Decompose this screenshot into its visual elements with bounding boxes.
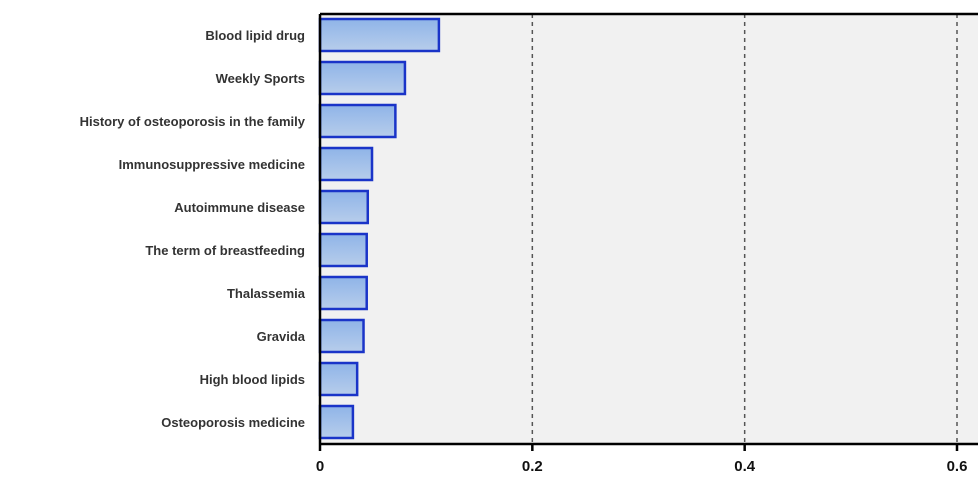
bar bbox=[318, 60, 407, 96]
category-label: Gravida bbox=[257, 329, 306, 344]
bar bbox=[318, 232, 368, 268]
bar bbox=[318, 404, 355, 440]
category-label: Immunosuppressive medicine bbox=[119, 157, 305, 172]
category-label: Weekly Sports bbox=[216, 71, 305, 86]
bar bbox=[318, 17, 441, 53]
x-tick-labels: 0 0.2 0.4 0.6 bbox=[316, 458, 968, 475]
bars bbox=[318, 17, 441, 440]
x-tick-label: 0.2 bbox=[522, 458, 543, 475]
category-label: Autoimmune disease bbox=[174, 200, 305, 215]
x-tick-label: 0.6 bbox=[947, 458, 968, 475]
category-label: Osteoporosis medicine bbox=[161, 415, 305, 430]
x-tick-label: 0.4 bbox=[734, 458, 756, 475]
bar bbox=[318, 318, 365, 354]
category-label: The term of breastfeeding bbox=[145, 243, 305, 258]
category-label: Blood lipid drug bbox=[205, 28, 305, 43]
bar bbox=[318, 146, 374, 182]
x-tick-label: 0 bbox=[316, 458, 324, 475]
category-labels: Blood lipid drug Weekly Sports History of … bbox=[80, 28, 306, 430]
category-label: Thalassemia bbox=[227, 286, 306, 301]
category-label: High blood lipids bbox=[200, 372, 305, 387]
bar bbox=[318, 275, 368, 311]
plot-area bbox=[320, 14, 978, 444]
bar bbox=[318, 189, 370, 225]
category-label: History of osteoporosis in the family bbox=[80, 114, 306, 129]
bar bbox=[318, 361, 359, 397]
bar bbox=[318, 103, 397, 139]
axes bbox=[318, 12, 978, 451]
